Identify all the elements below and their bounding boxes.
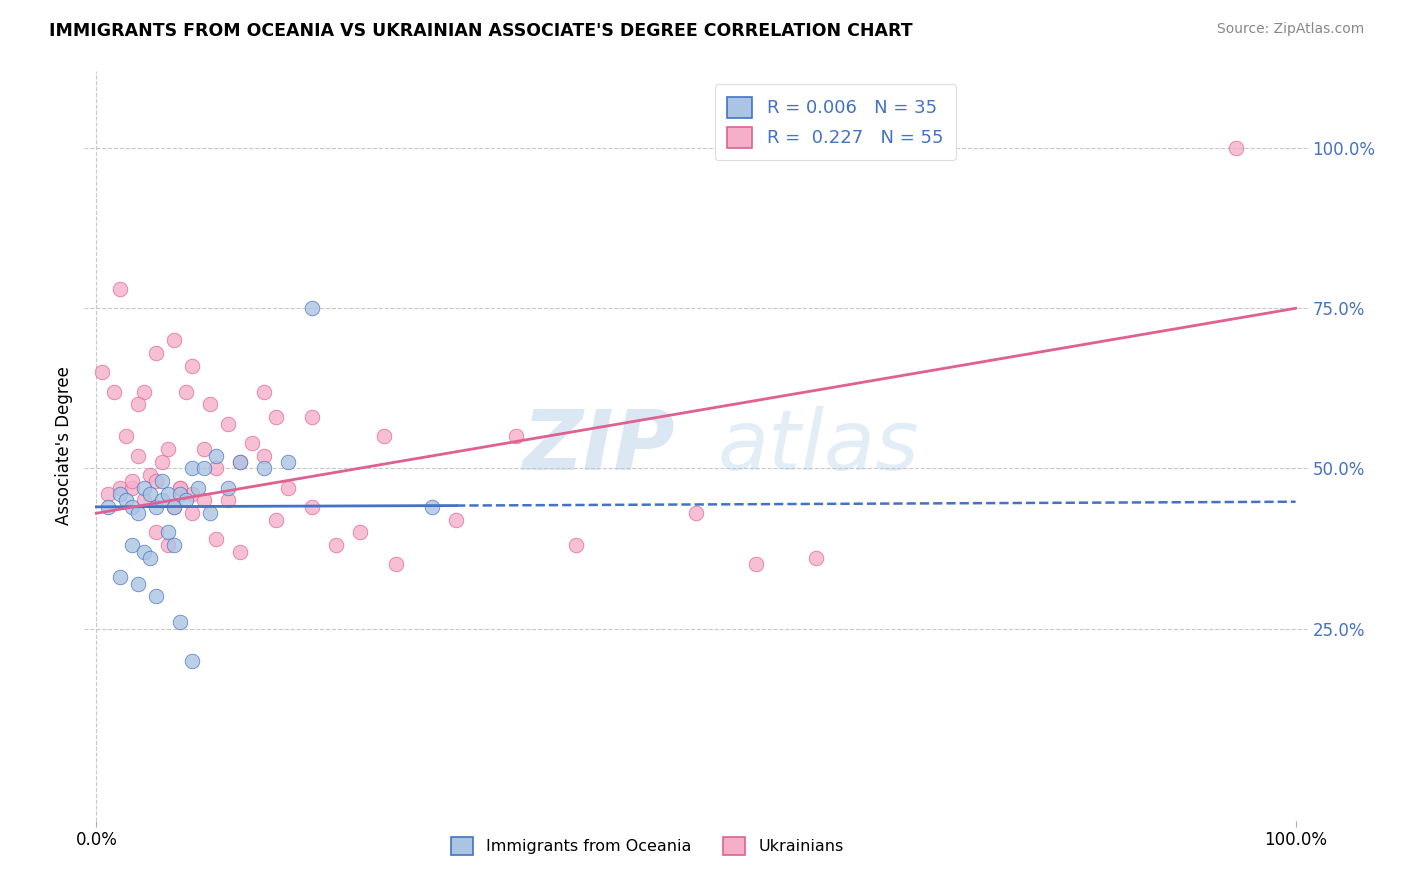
- Point: [217, 493, 239, 508]
- Point: [301, 500, 323, 514]
- Point: [145, 590, 167, 604]
- Point: [139, 487, 162, 501]
- Point: [110, 487, 132, 501]
- Point: [121, 474, 143, 488]
- Point: [205, 461, 228, 475]
- Point: [174, 493, 197, 508]
- Y-axis label: Associate's Degree: Associate's Degree: [55, 367, 73, 525]
- Point: [163, 500, 186, 514]
- Point: [134, 544, 156, 558]
- Point: [169, 487, 191, 501]
- Point: [127, 449, 149, 463]
- Point: [110, 481, 132, 495]
- Point: [150, 474, 173, 488]
- Point: [565, 538, 588, 552]
- Point: [150, 455, 173, 469]
- Point: [139, 467, 162, 482]
- Point: [121, 500, 143, 514]
- Point: [150, 493, 173, 508]
- Point: [745, 558, 768, 572]
- Point: [229, 455, 252, 469]
- Point: [134, 493, 156, 508]
- Point: [253, 384, 276, 399]
- Point: [157, 525, 180, 540]
- Point: [181, 461, 204, 475]
- Point: [420, 500, 443, 514]
- Point: [229, 544, 252, 558]
- Point: [115, 429, 138, 443]
- Point: [110, 282, 132, 296]
- Point: [1225, 141, 1247, 155]
- Point: [505, 429, 527, 443]
- Point: [145, 474, 167, 488]
- Point: [181, 654, 204, 668]
- Point: [181, 359, 204, 373]
- Point: [127, 506, 149, 520]
- Point: [264, 513, 287, 527]
- Text: atlas: atlas: [717, 406, 920, 486]
- Point: [169, 615, 191, 629]
- Point: [277, 455, 299, 469]
- Point: [127, 397, 149, 411]
- Point: [157, 538, 180, 552]
- Point: [145, 500, 167, 514]
- Point: [301, 301, 323, 316]
- Point: [145, 346, 167, 360]
- Point: [97, 500, 120, 514]
- Point: [385, 558, 408, 572]
- Point: [163, 538, 186, 552]
- Point: [200, 397, 222, 411]
- Point: [169, 481, 191, 495]
- Point: [240, 435, 263, 450]
- Point: [373, 429, 395, 443]
- Point: [174, 384, 197, 399]
- Point: [127, 576, 149, 591]
- Point: [121, 538, 143, 552]
- Point: [685, 506, 707, 520]
- Point: [349, 525, 371, 540]
- Point: [110, 570, 132, 584]
- Text: ZIP: ZIP: [522, 406, 675, 486]
- Point: [157, 442, 180, 457]
- Point: [217, 481, 239, 495]
- Point: [157, 487, 180, 501]
- Point: [277, 481, 299, 495]
- Text: IMMIGRANTS FROM OCEANIA VS UKRAINIAN ASSOCIATE'S DEGREE CORRELATION CHART: IMMIGRANTS FROM OCEANIA VS UKRAINIAN ASS…: [49, 22, 912, 40]
- Point: [253, 449, 276, 463]
- Point: [229, 455, 252, 469]
- Point: [217, 417, 239, 431]
- Point: [97, 487, 120, 501]
- Point: [444, 513, 467, 527]
- Point: [325, 538, 347, 552]
- Point: [169, 481, 191, 495]
- Point: [253, 461, 276, 475]
- Legend: Immigrants from Oceania, Ukrainians: Immigrants from Oceania, Ukrainians: [444, 830, 849, 862]
- Point: [115, 493, 138, 508]
- Point: [134, 384, 156, 399]
- Point: [145, 525, 167, 540]
- Point: [301, 410, 323, 425]
- Point: [187, 481, 209, 495]
- Point: [193, 461, 215, 475]
- Point: [181, 487, 204, 501]
- Point: [163, 500, 186, 514]
- Point: [181, 506, 204, 520]
- Point: [264, 410, 287, 425]
- Point: [193, 493, 215, 508]
- Point: [121, 481, 143, 495]
- Point: [193, 442, 215, 457]
- Point: [91, 365, 114, 379]
- Point: [205, 532, 228, 546]
- Point: [205, 449, 228, 463]
- Point: [200, 506, 222, 520]
- Point: [163, 334, 186, 348]
- Point: [804, 551, 827, 566]
- Text: Source: ZipAtlas.com: Source: ZipAtlas.com: [1216, 22, 1364, 37]
- Point: [139, 551, 162, 566]
- Point: [103, 384, 125, 399]
- Point: [134, 481, 156, 495]
